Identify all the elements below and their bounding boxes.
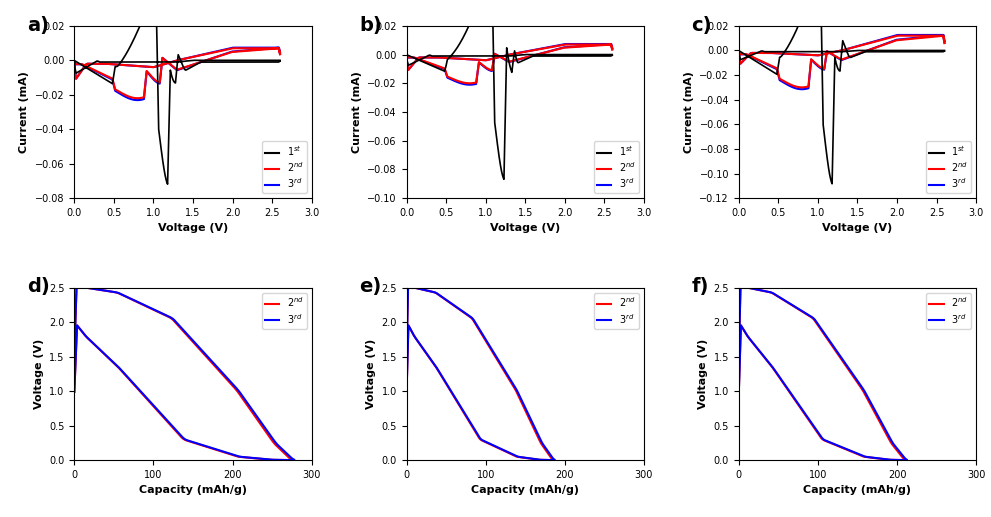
X-axis label: Capacity (mAh/g): Capacity (mAh/g) [139, 485, 247, 495]
Legend: 1$^{st}$, 2$^{nd}$, 3$^{rd}$: 1$^{st}$, 2$^{nd}$, 3$^{rd}$ [262, 141, 307, 193]
X-axis label: Capacity (mAh/g): Capacity (mAh/g) [472, 485, 579, 495]
X-axis label: Voltage (V): Voltage (V) [823, 223, 893, 234]
Legend: 2$^{nd}$, 3$^{rd}$: 2$^{nd}$, 3$^{rd}$ [262, 293, 307, 328]
Legend: 1$^{st}$, 2$^{nd}$, 3$^{rd}$: 1$^{st}$, 2$^{nd}$, 3$^{rd}$ [927, 141, 971, 193]
Y-axis label: Voltage (V): Voltage (V) [698, 339, 708, 409]
X-axis label: Capacity (mAh/g): Capacity (mAh/g) [804, 485, 912, 495]
Y-axis label: Current (mA): Current (mA) [352, 71, 362, 153]
Text: c): c) [692, 16, 712, 35]
X-axis label: Voltage (V): Voltage (V) [491, 223, 560, 234]
Y-axis label: Voltage (V): Voltage (V) [34, 339, 44, 409]
Legend: 1$^{st}$, 2$^{nd}$, 3$^{rd}$: 1$^{st}$, 2$^{nd}$, 3$^{rd}$ [594, 141, 639, 193]
Y-axis label: Current (mA): Current (mA) [684, 71, 694, 153]
Legend: 2$^{nd}$, 3$^{rd}$: 2$^{nd}$, 3$^{rd}$ [594, 293, 639, 328]
Text: d): d) [27, 278, 50, 296]
Y-axis label: Current (mA): Current (mA) [20, 71, 30, 153]
Legend: 2$^{nd}$, 3$^{rd}$: 2$^{nd}$, 3$^{rd}$ [927, 293, 971, 328]
Text: f): f) [692, 278, 709, 296]
X-axis label: Voltage (V): Voltage (V) [158, 223, 228, 234]
Text: a): a) [27, 16, 49, 35]
Y-axis label: Voltage (V): Voltage (V) [366, 339, 376, 409]
Text: e): e) [359, 278, 382, 296]
Text: b): b) [359, 16, 382, 35]
